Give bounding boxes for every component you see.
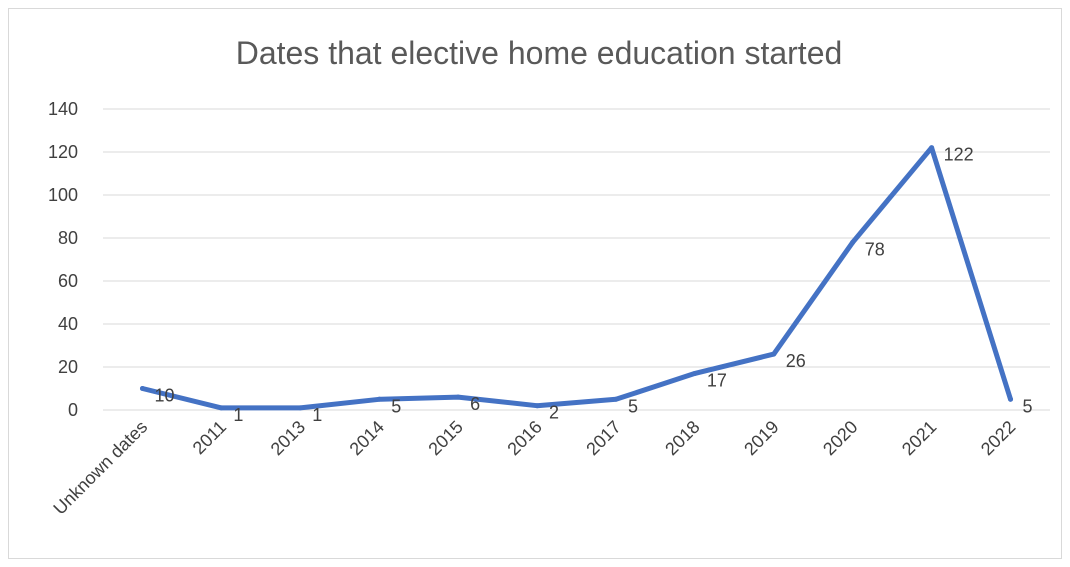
x-tick-label: 2011	[189, 417, 231, 459]
x-tick-label: 2014	[346, 417, 388, 459]
data-label: 6	[470, 394, 480, 414]
data-labels: 10 1 1 5 6 2 5 17 26 78 122 5	[154, 145, 1032, 425]
data-point	[692, 370, 698, 376]
data-label: 17	[707, 370, 727, 390]
chart-title: Dates that elective home education start…	[236, 35, 843, 71]
y-tick-label: 40	[58, 314, 78, 334]
y-tick-label: 20	[58, 357, 78, 377]
y-tick-label: 0	[68, 400, 78, 420]
x-tick-label: 2013	[267, 417, 309, 459]
data-label: 122	[944, 145, 974, 165]
data-label: 10	[154, 386, 174, 406]
y-tick-label: 80	[58, 228, 78, 248]
y-axis-ticks: 0 20 40 60 80 100 120 140	[48, 99, 78, 420]
data-point	[218, 405, 224, 411]
series-group	[139, 145, 1014, 411]
data-point	[534, 403, 540, 409]
data-point	[850, 239, 856, 245]
x-tick-label: 2015	[424, 417, 466, 459]
data-point	[929, 145, 935, 151]
y-tick-label: 140	[48, 99, 78, 119]
data-point	[613, 396, 619, 402]
data-label: 78	[865, 239, 885, 259]
data-label: 1	[312, 405, 322, 425]
x-tick-label: 2018	[661, 417, 703, 459]
x-tick-label: 2022	[977, 417, 1019, 459]
x-tick-label: 2016	[503, 417, 545, 459]
x-tick-label: 2017	[582, 417, 624, 459]
data-point	[1008, 396, 1014, 402]
y-tick-label: 100	[48, 185, 78, 205]
data-point	[297, 405, 303, 411]
data-point	[139, 386, 145, 391]
y-tick-label: 120	[48, 142, 78, 162]
series-line	[140, 145, 1013, 411]
data-label: 26	[786, 351, 806, 371]
gridlines	[103, 108, 1050, 411]
data-label: 5	[391, 396, 401, 416]
x-tick-label: 2021	[898, 417, 940, 459]
x-axis-ticks: Unknown dates 2011 2013 2014 2015 2016 2017 201…	[49, 417, 1019, 519]
data-point	[771, 351, 777, 357]
chart-frame	[8, 8, 1062, 559]
data-label: 1	[233, 405, 243, 425]
x-tick-label: 2020	[819, 417, 861, 459]
data-point	[455, 394, 461, 400]
data-label: 5	[628, 396, 638, 416]
x-tick-label: Unknown dates	[49, 417, 151, 519]
data-point	[376, 396, 382, 402]
data-label: 5	[1023, 396, 1033, 416]
data-label: 2	[549, 403, 559, 423]
y-tick-label: 60	[58, 271, 78, 291]
x-tick-label: 2019	[740, 417, 782, 459]
